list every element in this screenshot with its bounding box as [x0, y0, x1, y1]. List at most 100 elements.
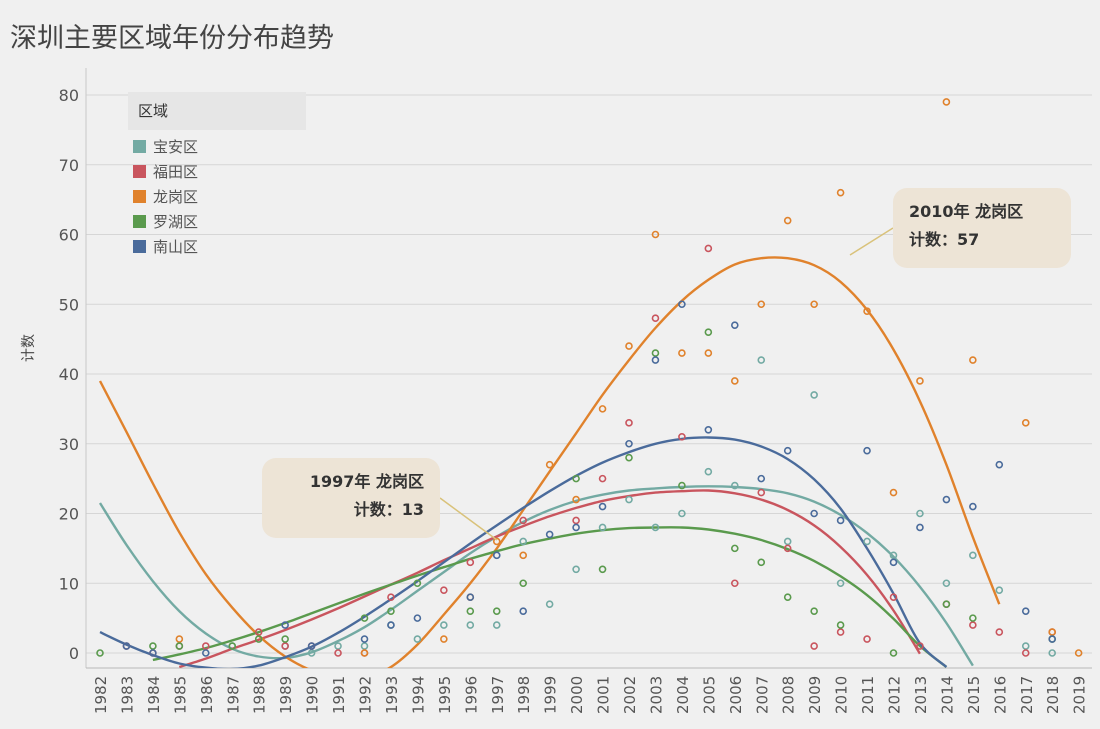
data-point-s1-2007	[757, 488, 766, 497]
data-point-s1-2015	[969, 621, 977, 629]
data-point-s0-2018	[1048, 649, 1056, 657]
data-point-s0-2016	[995, 586, 1004, 595]
data-point-s0-1990	[307, 649, 316, 657]
legend-item-nanshan[interactable]: 南山区	[128, 234, 306, 259]
data-point-s3-2009	[810, 607, 818, 615]
data-point-s3-1994	[413, 579, 422, 588]
data-point-s2-2015	[969, 356, 977, 364]
data-point-s1-1989	[281, 642, 289, 650]
x-tick-label-2012: 2012	[886, 676, 904, 714]
data-point-s1-2004	[678, 432, 686, 441]
y-tick-label-80: 80	[59, 86, 79, 105]
data-point-s0-2000	[572, 565, 580, 574]
data-point-s1-2012	[889, 593, 898, 602]
data-point-s4-1983	[122, 642, 131, 650]
legend-swatch-longgang	[133, 190, 146, 203]
legend-swatch-futian	[133, 165, 146, 178]
trend-line-1	[178, 489, 921, 668]
data-point-s3-1996	[466, 607, 475, 615]
data-point-s1-2009	[810, 642, 818, 650]
data-point-s4-2006	[730, 321, 739, 329]
data-point-s4-2016	[995, 460, 1004, 469]
data-point-s4-2015	[969, 502, 977, 511]
data-point-s3-2003	[651, 349, 660, 357]
legend-item-futian[interactable]: 福田区	[128, 159, 306, 184]
legend-item-baoan[interactable]: 宝安区	[128, 134, 306, 159]
data-point-s0-1998	[519, 537, 528, 546]
y-tick-label-60: 60	[59, 226, 79, 245]
tooltip-2010-count: 计数：57	[909, 230, 980, 249]
data-point-s0-1996	[466, 621, 475, 629]
legend-label-longgang: 龙岗区	[153, 188, 199, 206]
data-point-s0-1999	[545, 600, 554, 608]
data-point-s1-1998	[519, 516, 528, 525]
x-tick-label-1984: 1984	[145, 676, 163, 714]
x-tick-label-1987: 1987	[224, 676, 242, 714]
data-point-s2-2005	[704, 349, 713, 357]
data-point-s0-2006	[730, 481, 739, 490]
x-tick-label-1983: 1983	[118, 676, 136, 714]
legend-item-longgang[interactable]: 龙岗区	[128, 184, 306, 209]
x-tick-label-2010: 2010	[833, 676, 851, 714]
x-tick-label-1996: 1996	[462, 676, 480, 714]
data-point-s4-2005	[704, 425, 713, 434]
x-tick-label-1994: 1994	[409, 676, 427, 714]
data-point-s0-1991	[334, 642, 342, 650]
x-tick-label-2013: 2013	[912, 676, 930, 714]
data-point-s4-2000	[572, 523, 580, 532]
x-tick-label-2004: 2004	[674, 676, 692, 714]
y-tick-label-0: 0	[69, 644, 79, 663]
legend-label-baoan: 宝安区	[153, 138, 199, 156]
data-point-s3-1992	[360, 614, 369, 622]
chart-title: 深圳主要区域年份分布趋势	[10, 23, 334, 54]
legend: 区域 宝安区 福田区 龙岗区 罗湖区 南山区	[128, 92, 306, 262]
data-point-s4-2012	[889, 558, 898, 567]
data-point-s4-1997	[492, 551, 501, 560]
data-point-s1-1993	[387, 593, 395, 602]
legend-items: 宝安区 福田区 龙岗区 罗湖区 南山区	[128, 130, 306, 259]
data-point-s2-2012	[889, 488, 898, 497]
x-tick-label-1993: 1993	[383, 676, 401, 714]
data-point-s1-1988	[254, 628, 263, 636]
data-point-s0-2002	[625, 495, 633, 504]
data-point-s3-2002	[625, 453, 633, 462]
x-tick-label-2006: 2006	[727, 676, 745, 714]
legend-swatch-luohu	[133, 215, 146, 228]
x-tick-label-2005: 2005	[700, 676, 718, 714]
x-tick-label-1985: 1985	[171, 676, 189, 714]
data-point-s0-2014	[942, 579, 951, 588]
data-point-s4-1999	[545, 530, 554, 539]
data-point-s4-1996	[466, 593, 475, 602]
data-point-s4-2002	[625, 439, 633, 448]
x-tick-label-2001: 2001	[595, 676, 613, 714]
data-point-s4-2004	[678, 300, 686, 309]
data-point-s1-1986	[202, 642, 210, 650]
x-tick-label-1992: 1992	[357, 676, 375, 714]
data-point-s1-2016	[995, 628, 1004, 636]
tooltip-2010-leader	[849, 227, 894, 256]
data-point-s2-1992	[360, 649, 369, 657]
data-point-s4-2007	[757, 474, 766, 483]
data-point-s4-1989	[281, 621, 289, 629]
data-point-s3-2007	[757, 558, 766, 567]
x-tick-label-2017: 2017	[1018, 676, 1036, 714]
data-point-s4-2010	[836, 516, 845, 525]
tooltip-2010-title: 2010年 龙岗区	[909, 202, 1024, 221]
data-point-s0-2008	[783, 537, 792, 546]
data-point-s4-1990	[307, 642, 316, 650]
x-tick-label-2019: 2019	[1071, 676, 1089, 714]
trend-lines	[98, 256, 1001, 668]
data-point-s1-2006	[730, 579, 739, 588]
data-point-s1-1996	[466, 558, 475, 567]
data-point-s2-2009	[810, 300, 818, 309]
trend-line-0	[98, 485, 974, 667]
data-point-s0-2017	[1021, 642, 1030, 650]
trend-line-3	[152, 526, 948, 668]
legend-title: 区域	[128, 92, 306, 130]
data-point-s3-2015	[969, 614, 977, 622]
legend-label-futian: 福田区	[153, 163, 199, 181]
data-point-s3-2014	[942, 600, 951, 608]
legend-item-luohu[interactable]: 罗湖区	[128, 209, 306, 234]
data-point-s4-2009	[810, 509, 818, 518]
data-point-s3-2012	[889, 649, 898, 657]
